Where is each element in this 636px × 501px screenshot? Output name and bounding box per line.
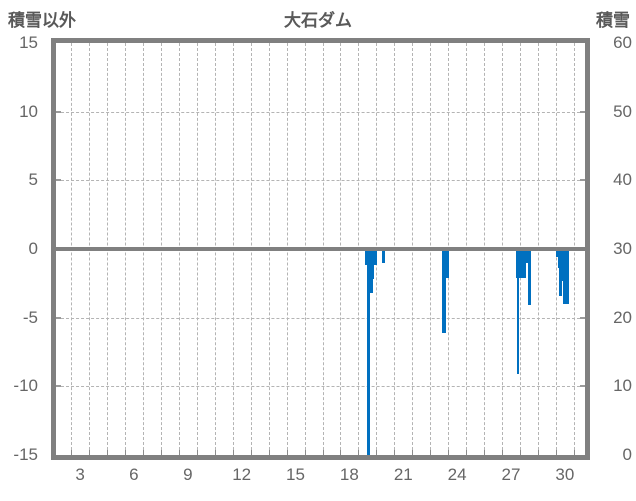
x-axis-tick (178, 450, 180, 455)
chart-title: 大石ダム (284, 11, 352, 30)
x-axis-tick (322, 450, 324, 455)
x-axis-tick (340, 450, 342, 455)
data-bar (515, 251, 526, 278)
x-axis-tick (250, 450, 252, 455)
right-axis-title: 積雪 (596, 11, 630, 30)
x-axis-tick (502, 450, 503, 455)
x-axis-tick (430, 450, 432, 455)
x-axis-tick (412, 450, 414, 455)
data-bar (563, 251, 569, 304)
left-axis-tick (56, 179, 61, 182)
x-axis-tick (394, 450, 396, 455)
data-bar (442, 251, 446, 333)
x-axis-tick (107, 450, 108, 455)
right-axis-tick-label: 0 (622, 445, 632, 464)
zero-line (56, 247, 585, 251)
left-axis-title: 積雪以外 (8, 11, 76, 30)
data-bar (367, 251, 370, 455)
data-bar (527, 251, 531, 306)
x-axis-tick (268, 450, 270, 455)
left-axis-tick-label: 5 (28, 170, 38, 190)
x-axis-tick (573, 450, 575, 455)
horizontal-gridline (56, 180, 585, 182)
x-axis-tick (71, 450, 73, 455)
x-axis-tick (89, 450, 90, 455)
horizontal-gridline (56, 111, 585, 113)
right-axis-tick (580, 316, 585, 319)
x-axis-tick (448, 450, 450, 455)
left-axis-tick-label: 10 (19, 101, 38, 121)
left-axis-tick-label: -5 (22, 307, 38, 327)
x-axis-tick (520, 450, 521, 455)
right-axis-tick-label: 10 (613, 376, 632, 396)
left-axis-tick (56, 316, 61, 319)
right-axis-tick-label: 50 (613, 101, 632, 121)
x-axis-tick-label: 27 (501, 465, 521, 484)
left-axis-tick (56, 385, 61, 388)
x-axis-tick (160, 450, 162, 455)
horizontal-gridline (56, 386, 585, 388)
x-axis-tick (555, 450, 557, 455)
x-axis-tick-label: 9 (183, 465, 193, 484)
left-axis-tick-label: 0 (28, 239, 38, 258)
right-axis-tick-label: 30 (613, 239, 632, 258)
x-axis-tick (214, 450, 216, 455)
x-axis-tick (358, 450, 360, 455)
left-axis-tick-label: 15 (19, 33, 38, 52)
plot-area (51, 38, 590, 460)
right-axis-tick (580, 179, 585, 182)
x-axis-tick (538, 450, 539, 455)
right-axis-tick (580, 110, 585, 113)
x-axis-tick (286, 450, 288, 455)
right-axis-tick-label: 20 (613, 307, 632, 327)
x-axis-tick (232, 450, 234, 455)
data-bar (381, 251, 385, 264)
x-axis-tick (376, 450, 378, 455)
x-axis-tick-label: 21 (393, 465, 413, 484)
left-axis-tick-label: -15 (13, 445, 38, 464)
x-axis-tick-label: 15 (286, 465, 305, 484)
x-axis-tick (196, 450, 198, 455)
x-axis-tick (484, 450, 486, 455)
x-axis-tick (304, 450, 306, 455)
x-axis-tick-label: 18 (339, 465, 359, 484)
x-axis-tick (466, 450, 468, 455)
right-axis-tick-label: 60 (613, 33, 632, 52)
x-axis-tick-label: 12 (232, 465, 252, 484)
horizontal-gridline (56, 317, 585, 319)
data-bar (369, 251, 373, 293)
x-axis-tick-label: 24 (447, 465, 467, 484)
right-axis-tick (580, 385, 585, 388)
x-axis-tick (125, 450, 126, 455)
x-axis-tick-label: 6 (129, 465, 139, 484)
left-axis-tick-label: -10 (13, 376, 38, 396)
data-bar (516, 251, 520, 374)
x-axis-tick (142, 450, 144, 455)
right-axis-tick-label: 40 (613, 170, 632, 190)
left-axis-tick (56, 110, 61, 113)
x-axis-tick-label: 3 (75, 465, 85, 484)
data-bar (559, 251, 562, 296)
x-axis-tick-label: 30 (555, 465, 575, 484)
